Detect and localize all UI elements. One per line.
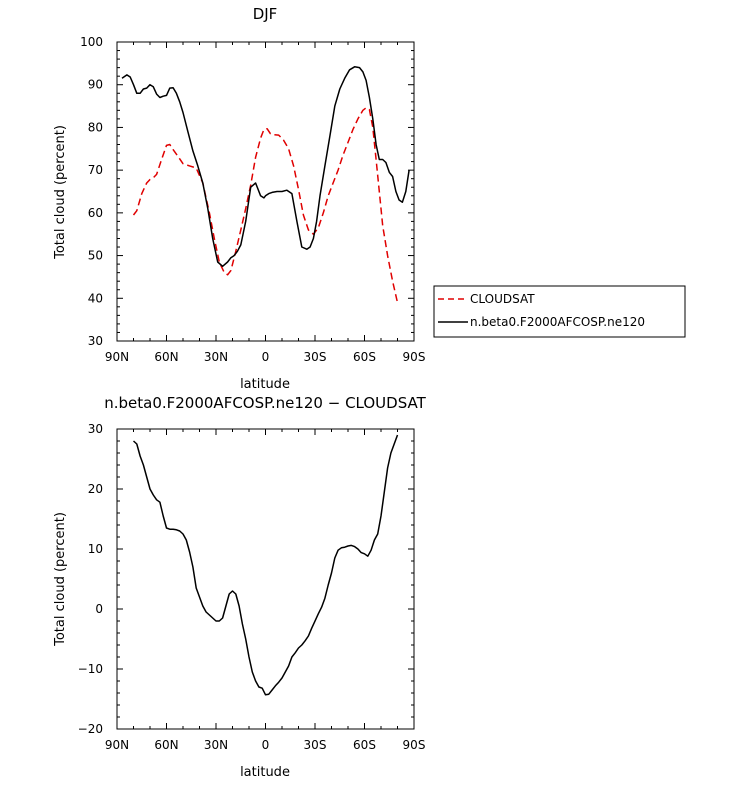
y-tick-label: 30	[88, 422, 103, 436]
x-tick-label: 90S	[403, 738, 426, 752]
y-tick-label: 80	[88, 120, 103, 134]
chart-title: DJF	[253, 5, 278, 23]
legend-label-cloudsat: CLOUDSAT	[470, 292, 535, 306]
x-tick-label: 60N	[154, 350, 178, 364]
legend-box	[433, 285, 686, 338]
y-axis-label: Total cloud (percent)	[53, 512, 68, 647]
y-axis-label: Total cloud (percent)	[53, 125, 68, 260]
y-tick-label: 90	[88, 78, 103, 92]
series-lines	[121, 66, 410, 303]
x-tick-label: 30N	[204, 738, 228, 752]
plot-frame	[116, 428, 415, 730]
x-tick-label: 30S	[304, 738, 327, 752]
legend: CLOUDSAT n.beta0.F2000AFCOSP.ne120	[433, 285, 686, 338]
series-lines	[132, 434, 399, 696]
y-tick-label: 40	[88, 291, 103, 305]
series-line-cloudsat	[132, 107, 399, 303]
y-tick-label: 10	[88, 542, 103, 556]
y-tick-label: −20	[78, 722, 103, 736]
x-axis-label: latitude	[240, 765, 290, 780]
y-axis-ticks: 30 40 50 60 70 80 90 100	[80, 35, 414, 348]
x-axis-ticks: 90N 60N 30N 0 30S 60S 90S	[105, 429, 426, 752]
y-tick-label: 60	[88, 206, 103, 220]
difference-chart-title: n.beta0.F2000AFCOSP.ne120 − CLOUDSAT	[104, 394, 426, 412]
y-tick-label: 30	[88, 334, 103, 348]
legend-label-model: n.beta0.F2000AFCOSP.ne120	[470, 315, 645, 329]
y-axis-ticks: −20 −10 0 10 20 30	[78, 422, 414, 736]
difference-line	[132, 434, 399, 696]
x-axis-label: latitude	[240, 377, 290, 392]
y-tick-label: 100	[80, 35, 103, 49]
x-tick-label: 60N	[154, 738, 178, 752]
x-tick-label: 60S	[353, 738, 376, 752]
x-tick-label: 90N	[105, 350, 129, 364]
top-chart: DJF 90N 60N 30N 0 30S 60S 90S 30 40 50 60 70 80 90 10…	[53, 5, 425, 392]
y-tick-label: 0	[95, 602, 103, 616]
y-tick-label: 50	[88, 249, 103, 263]
x-tick-label: 90N	[105, 738, 129, 752]
x-axis-ticks: 90N 60N 30N 0 30S 60S 90S	[105, 42, 426, 364]
series-line-n-beta0-f2000afcosp-ne120	[121, 66, 410, 268]
x-tick-label: 0	[262, 738, 270, 752]
x-tick-label: 0	[262, 350, 270, 364]
y-tick-label: 70	[88, 163, 103, 177]
x-tick-label: 30N	[204, 350, 228, 364]
y-tick-label: −10	[78, 662, 103, 676]
x-tick-label: 90S	[403, 350, 426, 364]
y-tick-label: 20	[88, 482, 103, 496]
bottom-chart: n.beta0.F2000AFCOSP.ne120 − CLOUDSAT 90N…	[53, 394, 427, 780]
x-tick-label: 60S	[353, 350, 376, 364]
plot-frame	[116, 41, 415, 342]
x-tick-label: 30S	[304, 350, 327, 364]
